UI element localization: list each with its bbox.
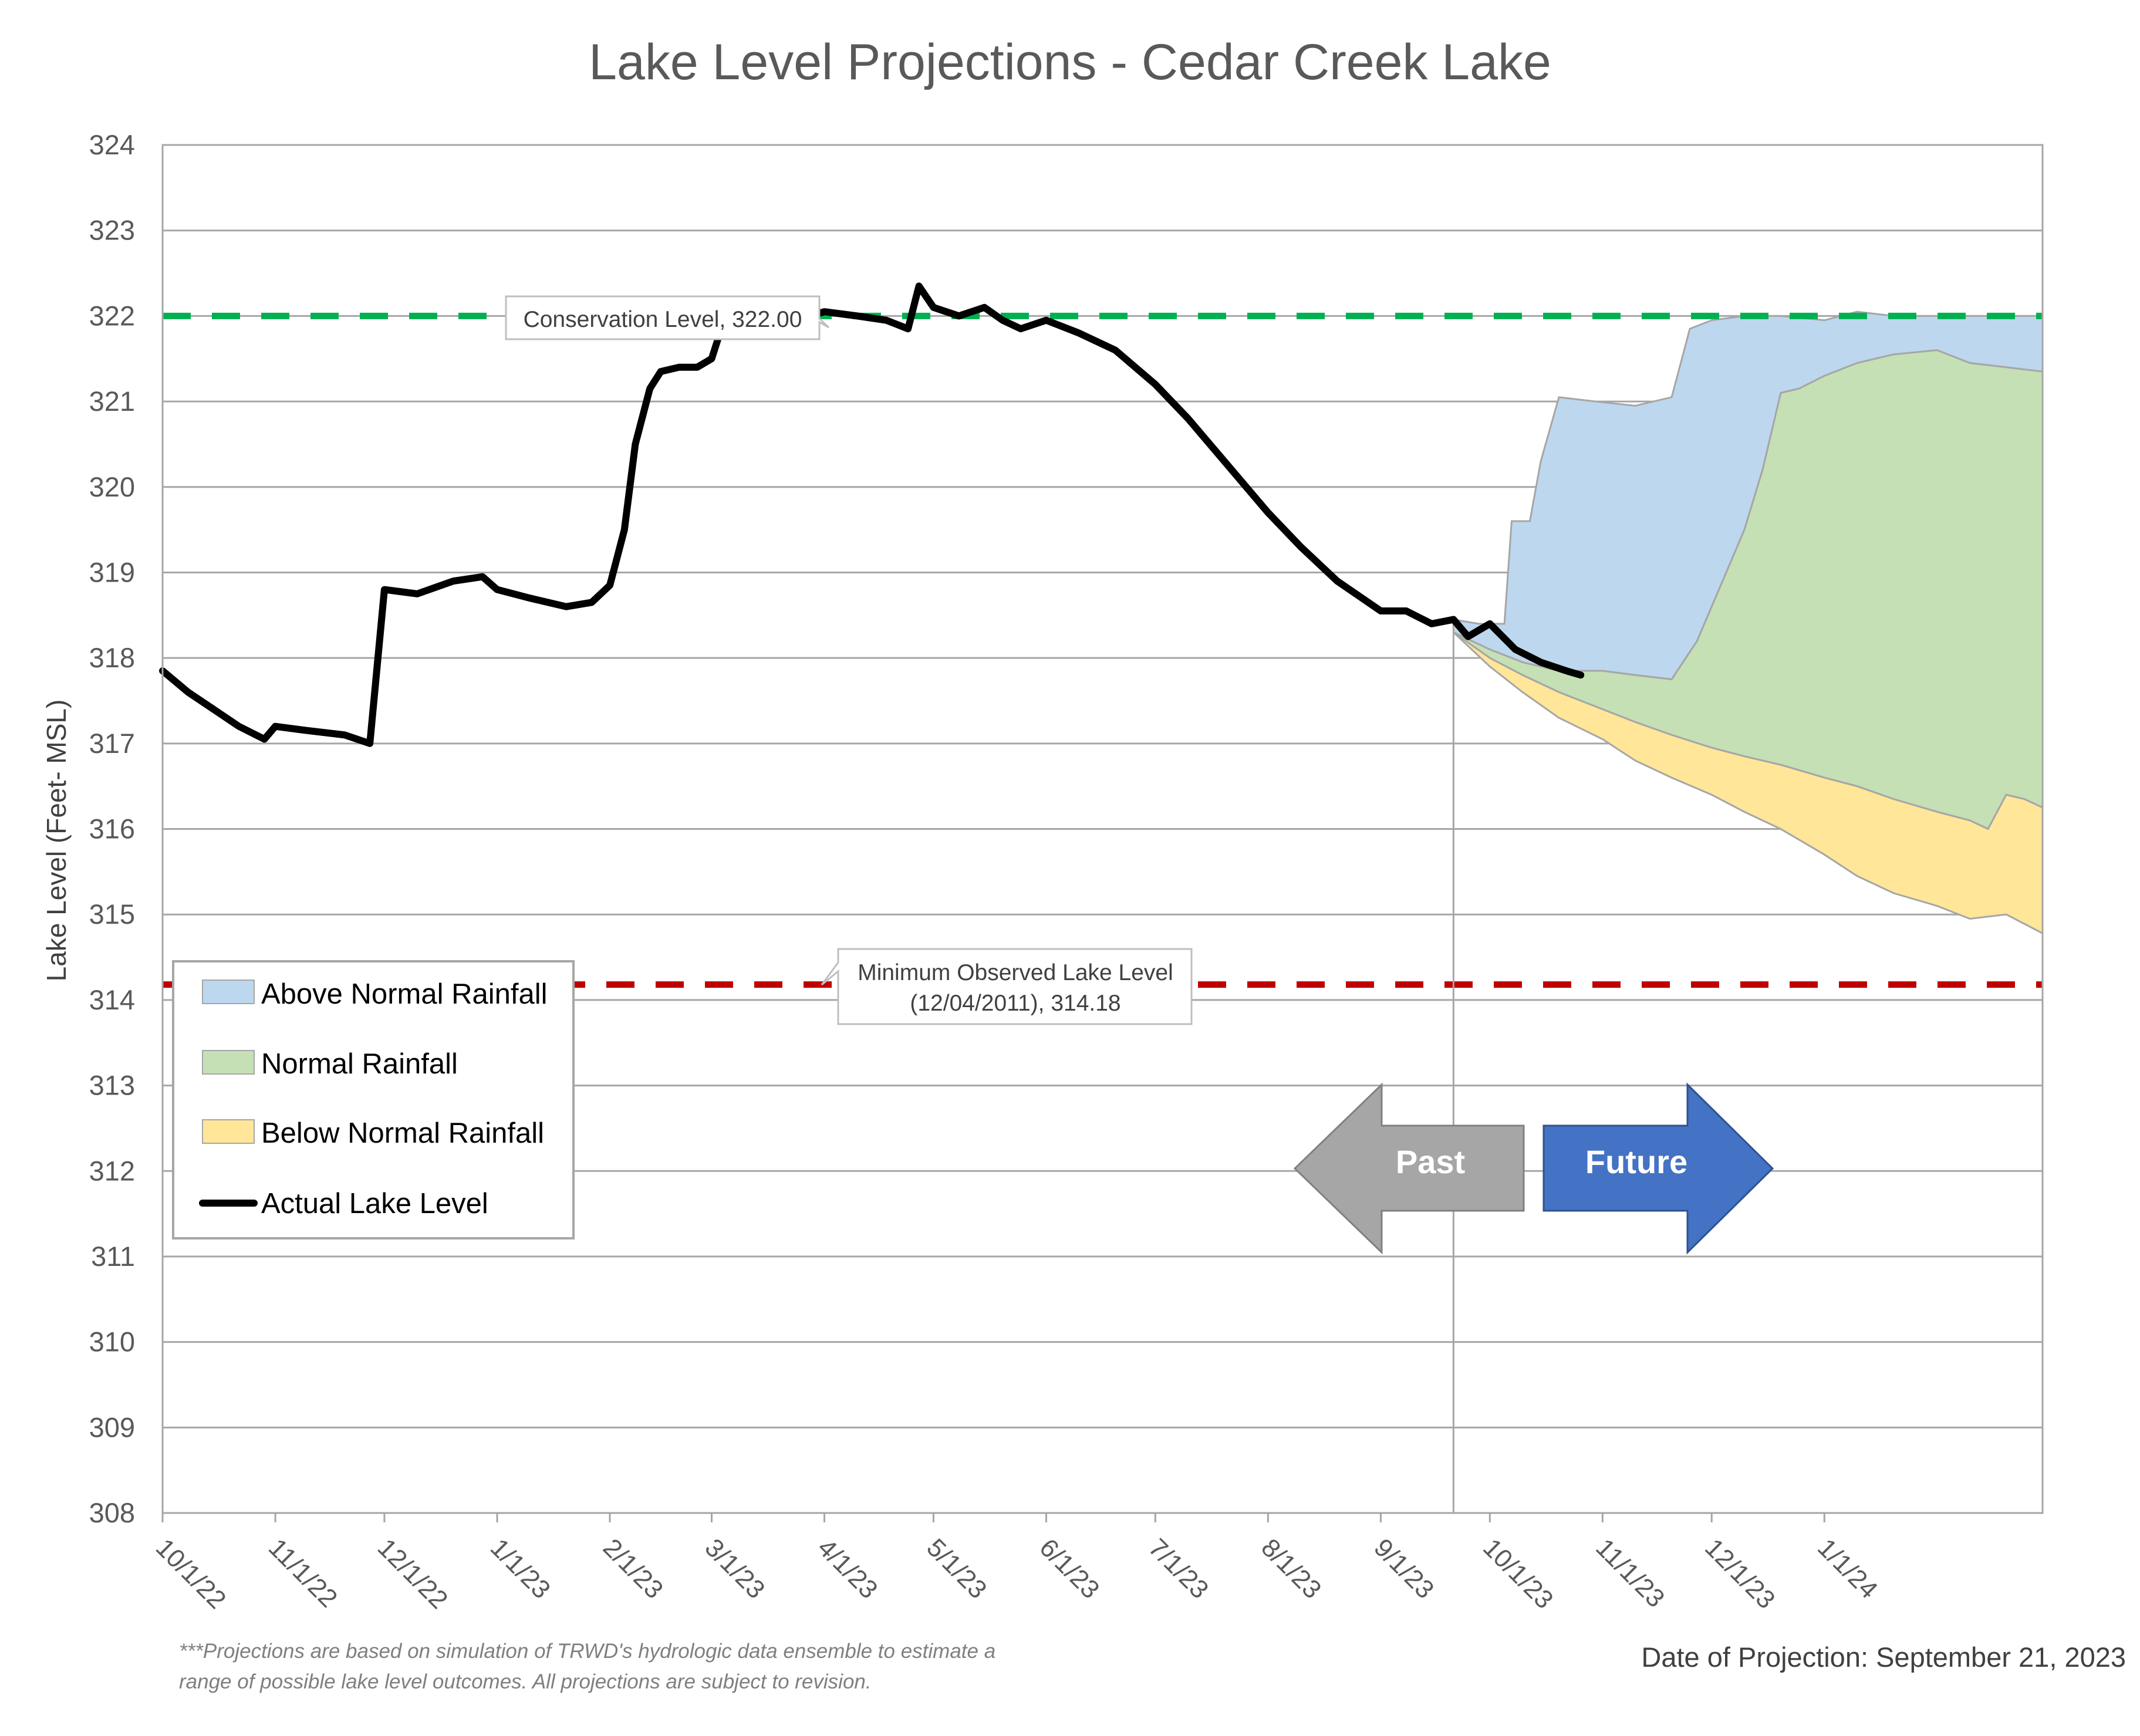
minimum-level-callout-box [821,948,1193,1025]
future-arrow-shape [1542,1082,1774,1255]
y-axis-label: Lake Level (Feet- MSL) [41,700,72,982]
legend-swatch-normal [202,1050,255,1075]
past-label: Past [1396,1143,1465,1180]
minimum-level-callout-line1: Minimum Observed Lake Level [858,960,1173,985]
conservation-callout: Conservation Level, 322.00 [505,295,830,340]
plot-area-frame [161,144,2044,1514]
legend-swatch-above-normal [202,980,255,1004]
y-tick-label: 318 [89,642,135,673]
y-tick-label: 321 [89,386,135,417]
y-tick-label: 314 [89,984,135,1015]
y-tick-label: 323 [89,215,135,246]
y-tick-label: 313 [89,1070,135,1101]
y-tick-label: 308 [89,1497,135,1528]
y-tick-label: 315 [89,899,135,930]
y-tick-label: 319 [89,556,135,587]
legend-swatch-below-normal [202,1119,255,1144]
legend-label-above-normal: Above Normal Rainfall [261,978,548,1010]
y-tick-label: 312 [89,1155,135,1186]
area-below-normal-rainfall [1453,631,2044,935]
projection-date-text: Date of Projection: September 21, 2023 [1641,1642,2126,1673]
chart-title: Lake Level Projections - Cedar Creek Lak… [589,34,1551,90]
conservation-callout-text: Conservation Level, 322.00 [524,307,802,332]
y-tick-label: 317 [89,728,135,759]
future-arrow: Future [1542,1082,1774,1255]
y-tick-label: 311 [91,1241,135,1272]
minimum-level-callout-line2: (12/04/2011), 314.18 [910,991,1120,1016]
legend-label-normal: Normal Rainfall [261,1048,458,1080]
y-axis-ticks: 308 309 310 311 312 313 314 315 316 317 318 319 320 3… [89,129,135,1528]
past-arrow-shape [1293,1082,1525,1255]
y-tick-label: 316 [89,813,135,845]
y-tick-label: 310 [89,1326,135,1357]
y-tick-label: 322 [89,300,135,331]
legend: Above Normal Rainfall Normal Rainfall Be… [172,960,575,1239]
legend-label-below-normal: Below Normal Rainfall [261,1117,544,1149]
legend-box [172,960,575,1239]
minimum-level-callout: Minimum Observed Lake Level (12/04/2011)… [821,948,1193,1025]
legend-label-actual: Actual Lake Level [261,1188,488,1220]
y-tick-label: 309 [89,1411,135,1443]
footnote-line2: range of possible lake level outcomes. A… [179,1670,872,1693]
future-label: Future [1585,1143,1687,1180]
conservation-callout-box [505,295,830,340]
projection-areas [1452,310,2044,935]
y-tick-label: 320 [89,471,135,502]
y-tick-label: 324 [89,129,135,160]
past-arrow: Past [1293,1082,1525,1255]
footnote-line1: ***Projections are based on simulation o… [179,1640,995,1663]
